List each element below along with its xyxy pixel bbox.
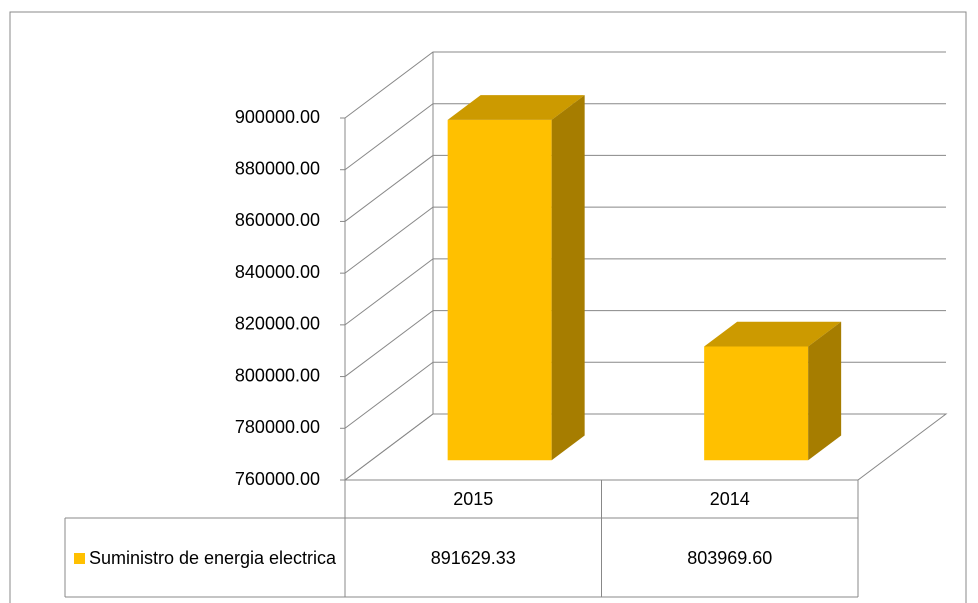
grid-line xyxy=(344,103,946,171)
bar-top xyxy=(704,321,842,347)
grid-line xyxy=(344,413,946,481)
legend-swatch xyxy=(73,552,85,564)
y-tick-label: 900000.00 xyxy=(235,107,320,127)
y-tick-label: 840000.00 xyxy=(235,262,320,282)
bar-top xyxy=(447,95,585,120)
y-tick-label: 760000.00 xyxy=(235,469,320,489)
bar-side xyxy=(808,321,842,461)
grid-line xyxy=(344,51,946,119)
x-tick-label: 2015 xyxy=(453,489,494,509)
y-tick-label: 860000.00 xyxy=(235,210,320,230)
y-tick-label: 820000.00 xyxy=(235,314,320,334)
legend-label: Suministro de energia electrica xyxy=(88,547,337,568)
grid-line xyxy=(344,361,946,429)
table-value: 891629.33 xyxy=(430,547,516,568)
legend-text: Suministro de energia electrica xyxy=(73,546,337,570)
grid-line xyxy=(344,154,946,222)
floor xyxy=(343,413,948,481)
bar-front xyxy=(704,346,809,461)
bar-front xyxy=(447,119,552,461)
bar-side xyxy=(551,95,585,461)
bar xyxy=(447,95,585,461)
table-value: 803969.60 xyxy=(687,547,773,568)
x-tick-label: 2014 xyxy=(709,489,750,509)
y-tick-label: 800000.00 xyxy=(235,365,320,385)
chart-border xyxy=(9,11,967,603)
legend-entry: Suministro de energia electrica xyxy=(65,518,345,597)
y-tick-label: 880000.00 xyxy=(235,158,320,178)
y-tick-label: 780000.00 xyxy=(235,417,320,437)
grid-line xyxy=(344,310,946,377)
bar xyxy=(704,321,842,461)
grid-line xyxy=(344,258,946,326)
grid-line xyxy=(344,206,946,274)
